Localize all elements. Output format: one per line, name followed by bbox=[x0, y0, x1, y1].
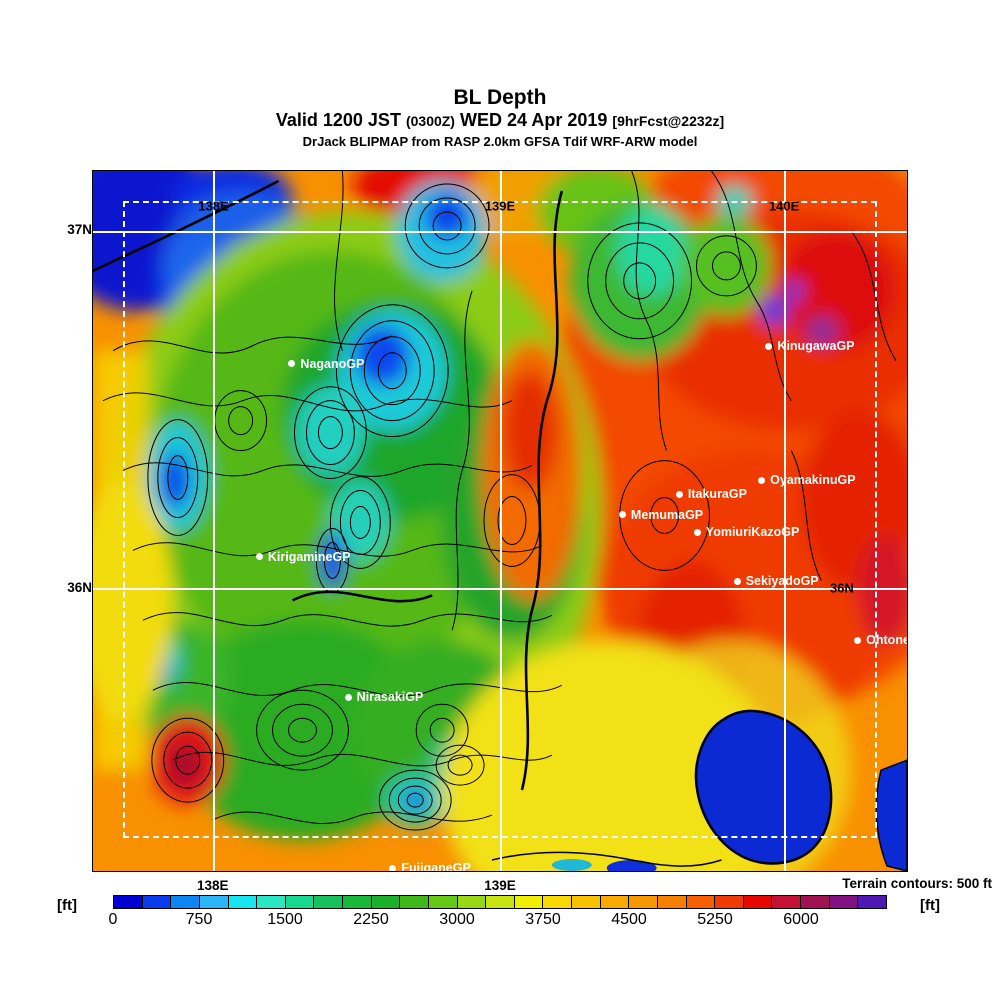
site-dot-icon bbox=[765, 342, 773, 350]
colorbar-segment bbox=[543, 896, 572, 908]
colorbar-segment bbox=[257, 896, 286, 908]
site-marker: YomiuriKazoGP bbox=[693, 525, 800, 540]
page-title: BL Depth bbox=[453, 86, 547, 109]
colorbar-tick-label: 5250 bbox=[697, 911, 733, 928]
lat-label-left: 37N bbox=[67, 222, 92, 238]
colorbar-segment bbox=[371, 896, 401, 908]
colorbar-tick-label: 3000 bbox=[439, 911, 475, 928]
colorbar-segment bbox=[514, 896, 544, 908]
lon-label-top: 140E bbox=[768, 198, 800, 214]
site-marker: KinugawaGP bbox=[765, 339, 855, 353]
site-dot-icon bbox=[344, 693, 352, 701]
lon-label-bottom: 139E bbox=[484, 878, 516, 893]
colorbar bbox=[113, 895, 887, 909]
colorbar-tick-label: 3750 bbox=[525, 911, 561, 928]
colorbar-unit-left: [ft] bbox=[57, 897, 77, 914]
model-line: DrJack BLIPMAP from RASP 2.0km GFSA Tdif… bbox=[302, 134, 698, 149]
site-dot-icon bbox=[854, 636, 862, 644]
site-label: MemumaGP bbox=[630, 507, 704, 522]
colorbar-segment bbox=[171, 896, 200, 908]
site-dot-icon bbox=[618, 511, 626, 519]
colorbar-segment bbox=[600, 896, 630, 908]
site-marker: NirasakiGP bbox=[344, 690, 424, 705]
site-label: KirigamineGP bbox=[267, 549, 351, 564]
longitude-line bbox=[784, 171, 787, 871]
colorbar-segment bbox=[142, 896, 172, 908]
model-domain-box bbox=[123, 201, 877, 839]
longitude-line bbox=[213, 171, 216, 871]
colorbar-segment bbox=[629, 896, 658, 908]
lat-label-left: 36N bbox=[67, 580, 92, 596]
site-marker: OyamakinuGP bbox=[758, 473, 856, 488]
colorbar-segment bbox=[400, 896, 429, 908]
colorbar-tick-label: 750 bbox=[185, 911, 213, 928]
lon-label-top: 138E bbox=[198, 198, 229, 214]
site-marker: FujiganeGP bbox=[389, 861, 471, 872]
site-marker: SekiyadoGP bbox=[733, 574, 819, 589]
colorbar-tick-label: 6000 bbox=[783, 911, 819, 928]
valid-zulu: (0300Z) bbox=[405, 113, 455, 129]
site-dot-icon bbox=[733, 577, 741, 585]
colorbar-segment bbox=[715, 896, 744, 908]
site-label: NaganoGP bbox=[300, 356, 365, 371]
colorbar-segment bbox=[457, 896, 487, 908]
colorbar-segment bbox=[314, 896, 343, 908]
colorbar-segment bbox=[657, 896, 687, 908]
colorbar-segment bbox=[428, 896, 458, 908]
valid-date: WED 24 Apr 2019 bbox=[460, 110, 608, 130]
colorbar-tick-label: 1500 bbox=[267, 911, 303, 928]
site-label: ItakuraGP bbox=[687, 487, 747, 502]
site-dot-icon bbox=[288, 360, 296, 367]
site-label: Ohtone bbox=[866, 633, 908, 647]
site-marker: Ohtone bbox=[854, 633, 908, 647]
colorbar-segment bbox=[228, 896, 258, 908]
site-label: KinugawaGP bbox=[777, 339, 855, 353]
colorbar-tick-label: 2250 bbox=[353, 911, 389, 928]
lat-label-inner: 36N bbox=[829, 580, 854, 596]
site-marker: ItakuraGP bbox=[675, 487, 747, 502]
site-marker: KirigamineGP bbox=[255, 549, 351, 564]
site-dot-icon bbox=[389, 864, 397, 871]
header: BL Depth Valid 1200 JST (0300Z) WED 24 A… bbox=[0, 86, 1000, 150]
colorbar-segment bbox=[572, 896, 601, 908]
colorbar-segment bbox=[743, 896, 773, 908]
colorbar-segment bbox=[829, 896, 859, 908]
lon-label-top: 139E bbox=[484, 198, 516, 214]
valid-prefix: Valid 1200 JST bbox=[275, 110, 401, 130]
site-dot-icon bbox=[255, 553, 263, 561]
colorbar-tick-label: 4500 bbox=[611, 911, 647, 928]
site-dot-icon bbox=[758, 476, 766, 484]
valid-fcst: [9hrFcst@2232z] bbox=[612, 113, 725, 129]
lon-label-bottom: 138E bbox=[197, 878, 229, 893]
site-label: NirasakiGP bbox=[356, 690, 424, 705]
site-dot-icon bbox=[693, 528, 701, 536]
colorbar-segment bbox=[114, 896, 143, 908]
site-label: OyamakinuGP bbox=[770, 473, 856, 488]
site-dot-icon bbox=[675, 490, 683, 498]
site-label: SekiyadoGP bbox=[745, 574, 819, 589]
longitude-line bbox=[500, 171, 502, 871]
valid-line: Valid 1200 JST (0300Z) WED 24 Apr 2019 [… bbox=[0, 109, 1000, 133]
terrain-contours-note: Terrain contours: 500 ft bbox=[842, 876, 992, 891]
colorbar-tick-label: 0 bbox=[108, 911, 118, 928]
colorbar-unit-right: [ft] bbox=[920, 897, 940, 914]
bl-depth-field bbox=[93, 171, 907, 871]
colorbar-segment bbox=[801, 896, 830, 908]
colorbar-segment bbox=[285, 896, 315, 908]
site-marker: NaganoGP bbox=[288, 357, 364, 371]
colorbar-segment bbox=[486, 896, 515, 908]
bl-depth-map: 138E 139E 140E 36N NaganoGP KinugawaGP Oyamaki… bbox=[92, 170, 908, 872]
colorbar-ticks: 0 750 1500 2250 3000 3750 4500 5250 6000 bbox=[109, 911, 887, 931]
colorbar-segment bbox=[343, 896, 372, 908]
site-label: FujiganeGP bbox=[401, 861, 471, 872]
colorbar-segment bbox=[858, 896, 886, 908]
colorbar-segment bbox=[772, 896, 801, 908]
site-marker: MemumaGP bbox=[618, 507, 704, 522]
colorbar-segment bbox=[686, 896, 716, 908]
colorbar-segment bbox=[199, 896, 229, 908]
site-label: YomiuriKazoGP bbox=[705, 525, 800, 540]
